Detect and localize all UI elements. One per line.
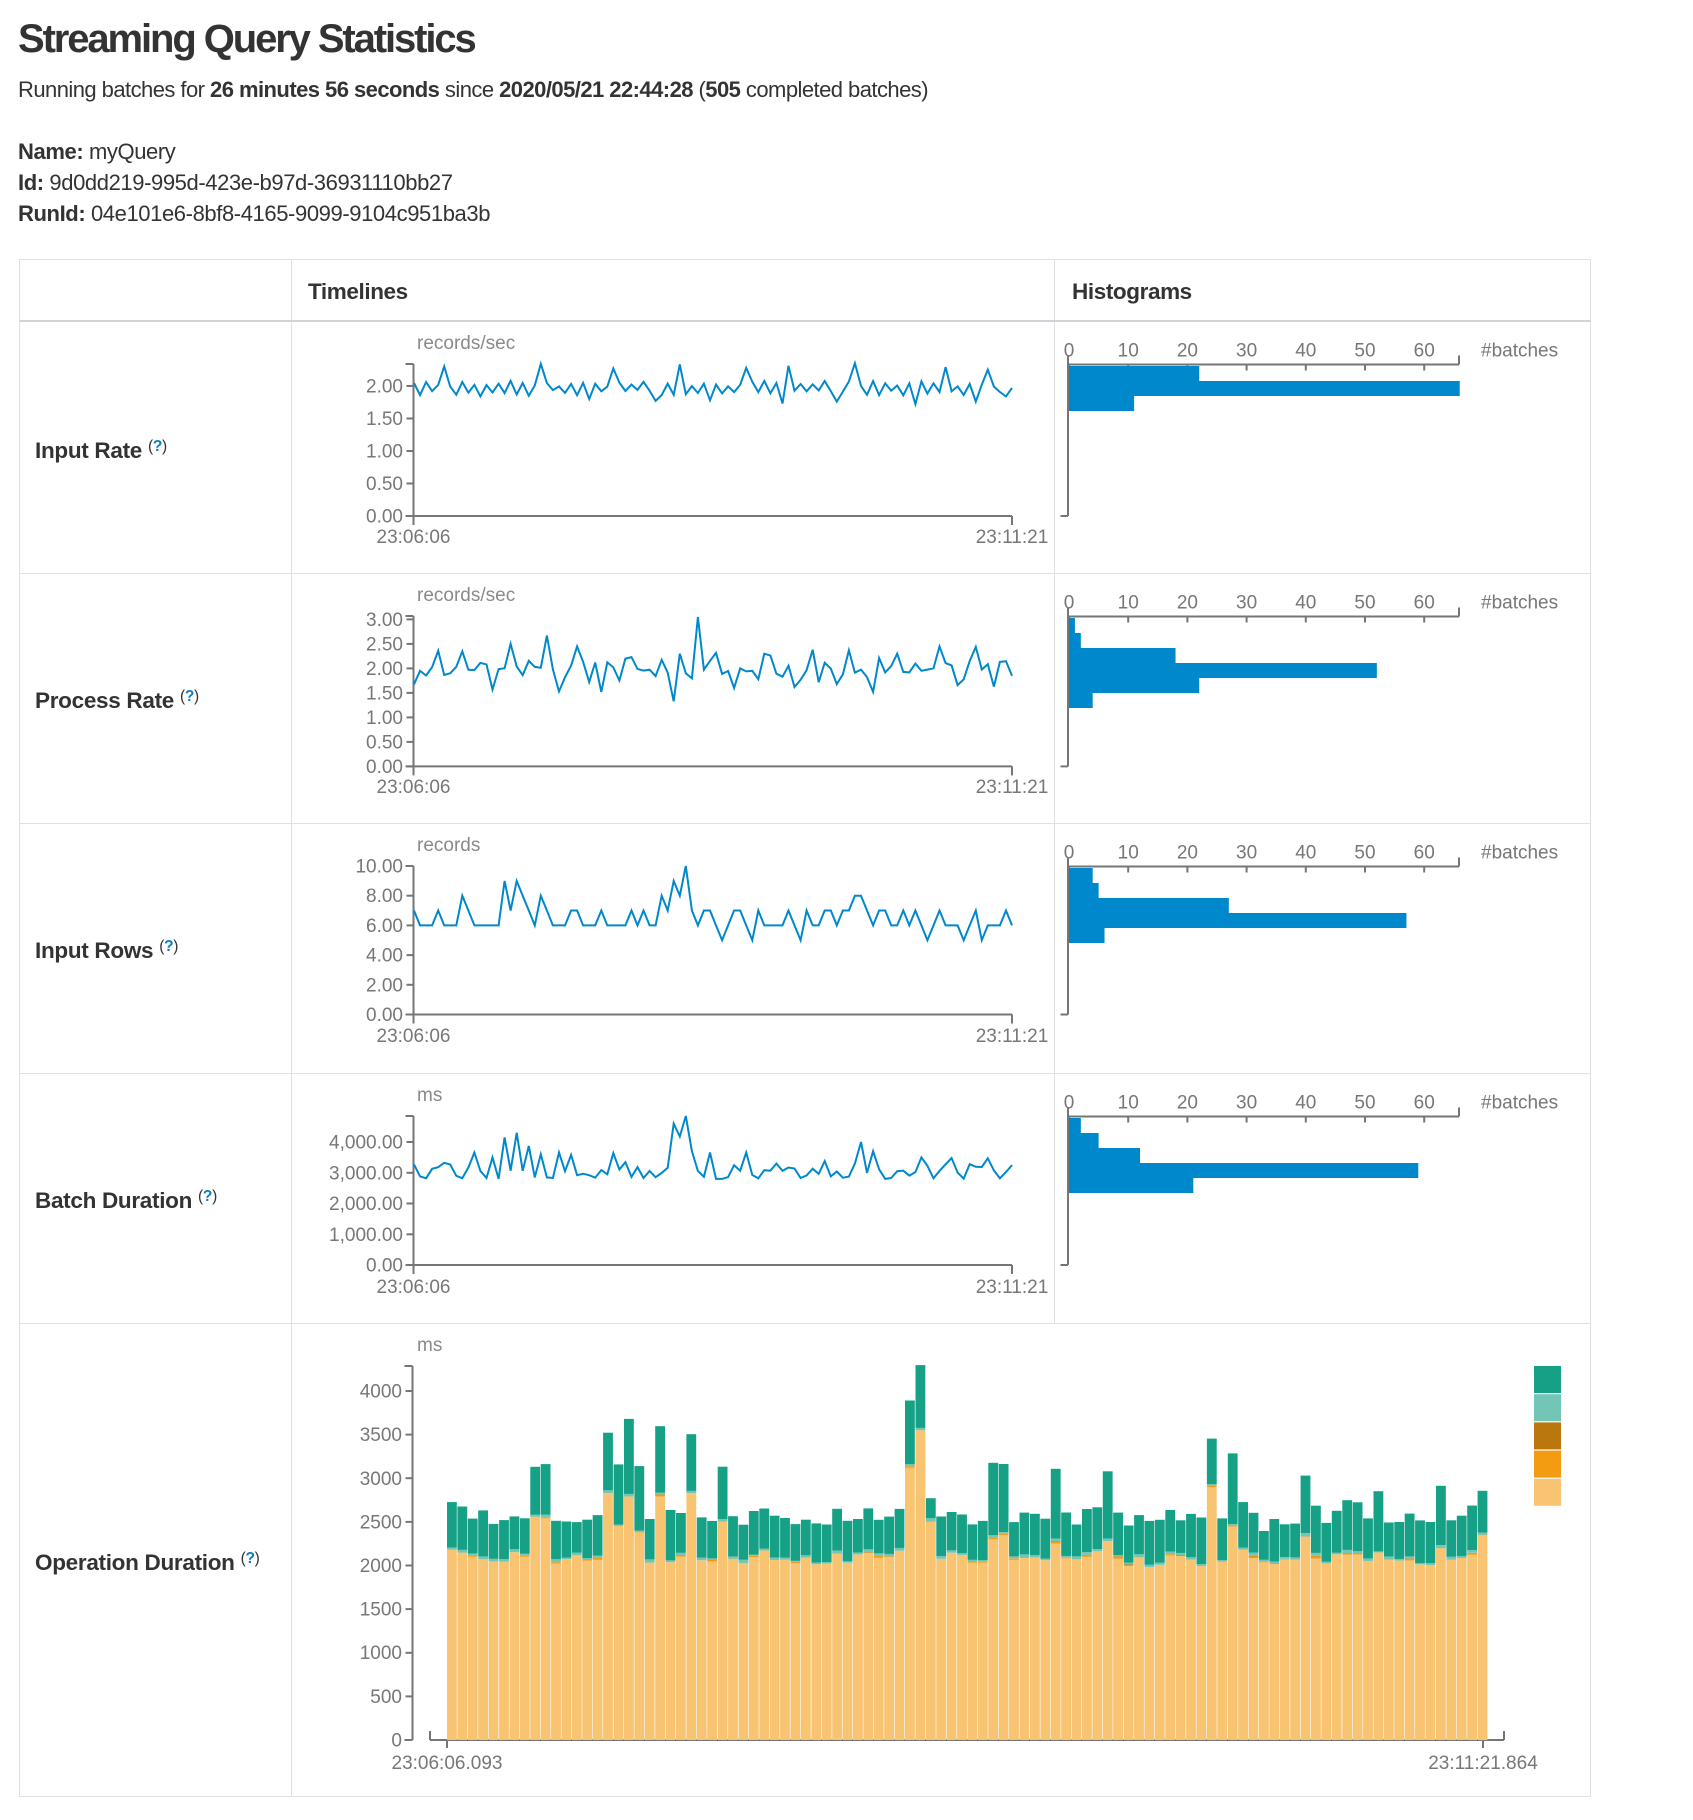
svg-text:ms: ms: [417, 1335, 442, 1356]
svg-text:2.00: 2.00: [366, 377, 403, 398]
svg-text:4000: 4000: [360, 1382, 402, 1403]
svg-text:500: 500: [370, 1687, 402, 1708]
svg-text:50: 50: [1354, 1093, 1375, 1114]
svg-text:2.00: 2.00: [366, 659, 403, 680]
svg-text:#batches: #batches: [1481, 593, 1558, 614]
svg-text:Timelines: Timelines: [308, 279, 408, 304]
svg-text:2500: 2500: [360, 1512, 402, 1533]
svg-text:Name: myQuery: Name: myQuery: [18, 139, 176, 164]
svg-text:60: 60: [1414, 1093, 1435, 1114]
svg-text:RunId: 04e101e6-8bf8-4165-9099: RunId: 04e101e6-8bf8-4165-9099-9104c951b…: [18, 201, 490, 226]
svg-text:3,000.00: 3,000.00: [329, 1163, 403, 1184]
svg-text:0.00: 0.00: [366, 507, 403, 528]
svg-text:3.00: 3.00: [366, 610, 403, 631]
svg-text:2000: 2000: [360, 1556, 402, 1577]
svg-text:records/sec: records/sec: [417, 333, 515, 354]
svg-text:20: 20: [1177, 1093, 1198, 1114]
svg-text:0.50: 0.50: [366, 474, 403, 495]
svg-text:0: 0: [391, 1731, 402, 1752]
svg-text:6.00: 6.00: [366, 916, 403, 937]
svg-text:0.50: 0.50: [366, 732, 403, 753]
svg-text:60: 60: [1414, 843, 1435, 864]
svg-text:23:11:21: 23:11:21: [976, 1026, 1049, 1047]
svg-text:40: 40: [1295, 843, 1316, 864]
svg-text:10: 10: [1118, 1093, 1139, 1114]
svg-text:1.00: 1.00: [366, 708, 403, 729]
svg-text:23:11:21.864: 23:11:21.864: [1428, 1753, 1538, 1774]
svg-text:30: 30: [1236, 1093, 1257, 1114]
svg-text:1.50: 1.50: [366, 683, 403, 704]
svg-text:23:06:06.093: 23:06:06.093: [392, 1753, 503, 1774]
svg-text:2,000.00: 2,000.00: [329, 1194, 403, 1215]
svg-text:23:06:06: 23:06:06: [377, 527, 451, 548]
svg-text:8.00: 8.00: [366, 886, 403, 907]
svg-text:0: 0: [1064, 341, 1075, 362]
svg-text:Operation Duration (?): Operation Duration (?): [35, 1550, 260, 1575]
svg-text:40: 40: [1295, 593, 1316, 614]
svg-text:1.00: 1.00: [366, 442, 403, 463]
svg-text:records/sec: records/sec: [417, 585, 515, 606]
svg-text:50: 50: [1354, 843, 1375, 864]
svg-text:20: 20: [1177, 593, 1198, 614]
svg-text:2.00: 2.00: [366, 975, 403, 996]
svg-text:0.00: 0.00: [366, 1005, 403, 1026]
svg-text:Running batches for 26 minutes: Running batches for 26 minutes 56 second…: [18, 77, 928, 102]
svg-text:10: 10: [1118, 843, 1139, 864]
svg-text:40: 40: [1295, 341, 1316, 362]
svg-text:50: 50: [1354, 341, 1375, 362]
svg-text:30: 30: [1236, 843, 1257, 864]
svg-text:1,000.00: 1,000.00: [329, 1225, 403, 1246]
svg-text:4,000.00: 4,000.00: [329, 1133, 403, 1154]
svg-text:23:06:06: 23:06:06: [377, 1277, 451, 1298]
svg-text:records: records: [417, 835, 480, 856]
svg-text:1000: 1000: [360, 1643, 402, 1664]
svg-text:23:06:06: 23:06:06: [377, 777, 451, 798]
svg-text:Input Rows (?): Input Rows (?): [35, 938, 178, 963]
svg-text:0: 0: [1064, 843, 1075, 864]
svg-text:#batches: #batches: [1481, 341, 1558, 362]
svg-text:#batches: #batches: [1481, 843, 1558, 864]
svg-text:23:11:21: 23:11:21: [976, 1277, 1049, 1298]
svg-text:10: 10: [1118, 341, 1139, 362]
svg-text:60: 60: [1414, 341, 1435, 362]
svg-text:50: 50: [1354, 593, 1375, 614]
svg-text:0: 0: [1064, 1093, 1075, 1114]
svg-text:30: 30: [1236, 593, 1257, 614]
svg-text:40: 40: [1295, 1093, 1316, 1114]
svg-text:0: 0: [1064, 593, 1075, 614]
svg-text:10: 10: [1118, 593, 1139, 614]
svg-text:#batches: #batches: [1481, 1093, 1558, 1114]
svg-text:Batch Duration (?): Batch Duration (?): [35, 1188, 217, 1213]
svg-text:1.50: 1.50: [366, 409, 403, 430]
svg-text:1500: 1500: [360, 1600, 402, 1621]
svg-text:0.00: 0.00: [366, 1256, 403, 1277]
svg-text:3000: 3000: [360, 1469, 402, 1490]
svg-text:23:11:21: 23:11:21: [976, 527, 1049, 548]
svg-text:Process Rate (?): Process Rate (?): [35, 688, 199, 713]
svg-text:ms: ms: [417, 1085, 442, 1106]
svg-text:23:11:21: 23:11:21: [976, 777, 1049, 798]
svg-text:60: 60: [1414, 593, 1435, 614]
svg-text:Histograms: Histograms: [1072, 279, 1192, 304]
svg-text:30: 30: [1236, 341, 1257, 362]
svg-text:3500: 3500: [360, 1425, 402, 1446]
svg-text:Id: 9d0dd219-995d-423e-b97d-36: Id: 9d0dd219-995d-423e-b97d-36931110bb27: [18, 170, 453, 195]
svg-text:23:06:06: 23:06:06: [377, 1026, 451, 1047]
svg-text:20: 20: [1177, 843, 1198, 864]
svg-text:2.50: 2.50: [366, 634, 403, 655]
svg-text:Streaming Query Statistics: Streaming Query Statistics: [18, 17, 476, 61]
svg-text:20: 20: [1177, 341, 1198, 362]
svg-text:10.00: 10.00: [355, 857, 403, 878]
svg-text:0.00: 0.00: [366, 757, 403, 778]
svg-text:Input Rate (?): Input Rate (?): [35, 438, 167, 463]
svg-text:4.00: 4.00: [366, 946, 403, 967]
